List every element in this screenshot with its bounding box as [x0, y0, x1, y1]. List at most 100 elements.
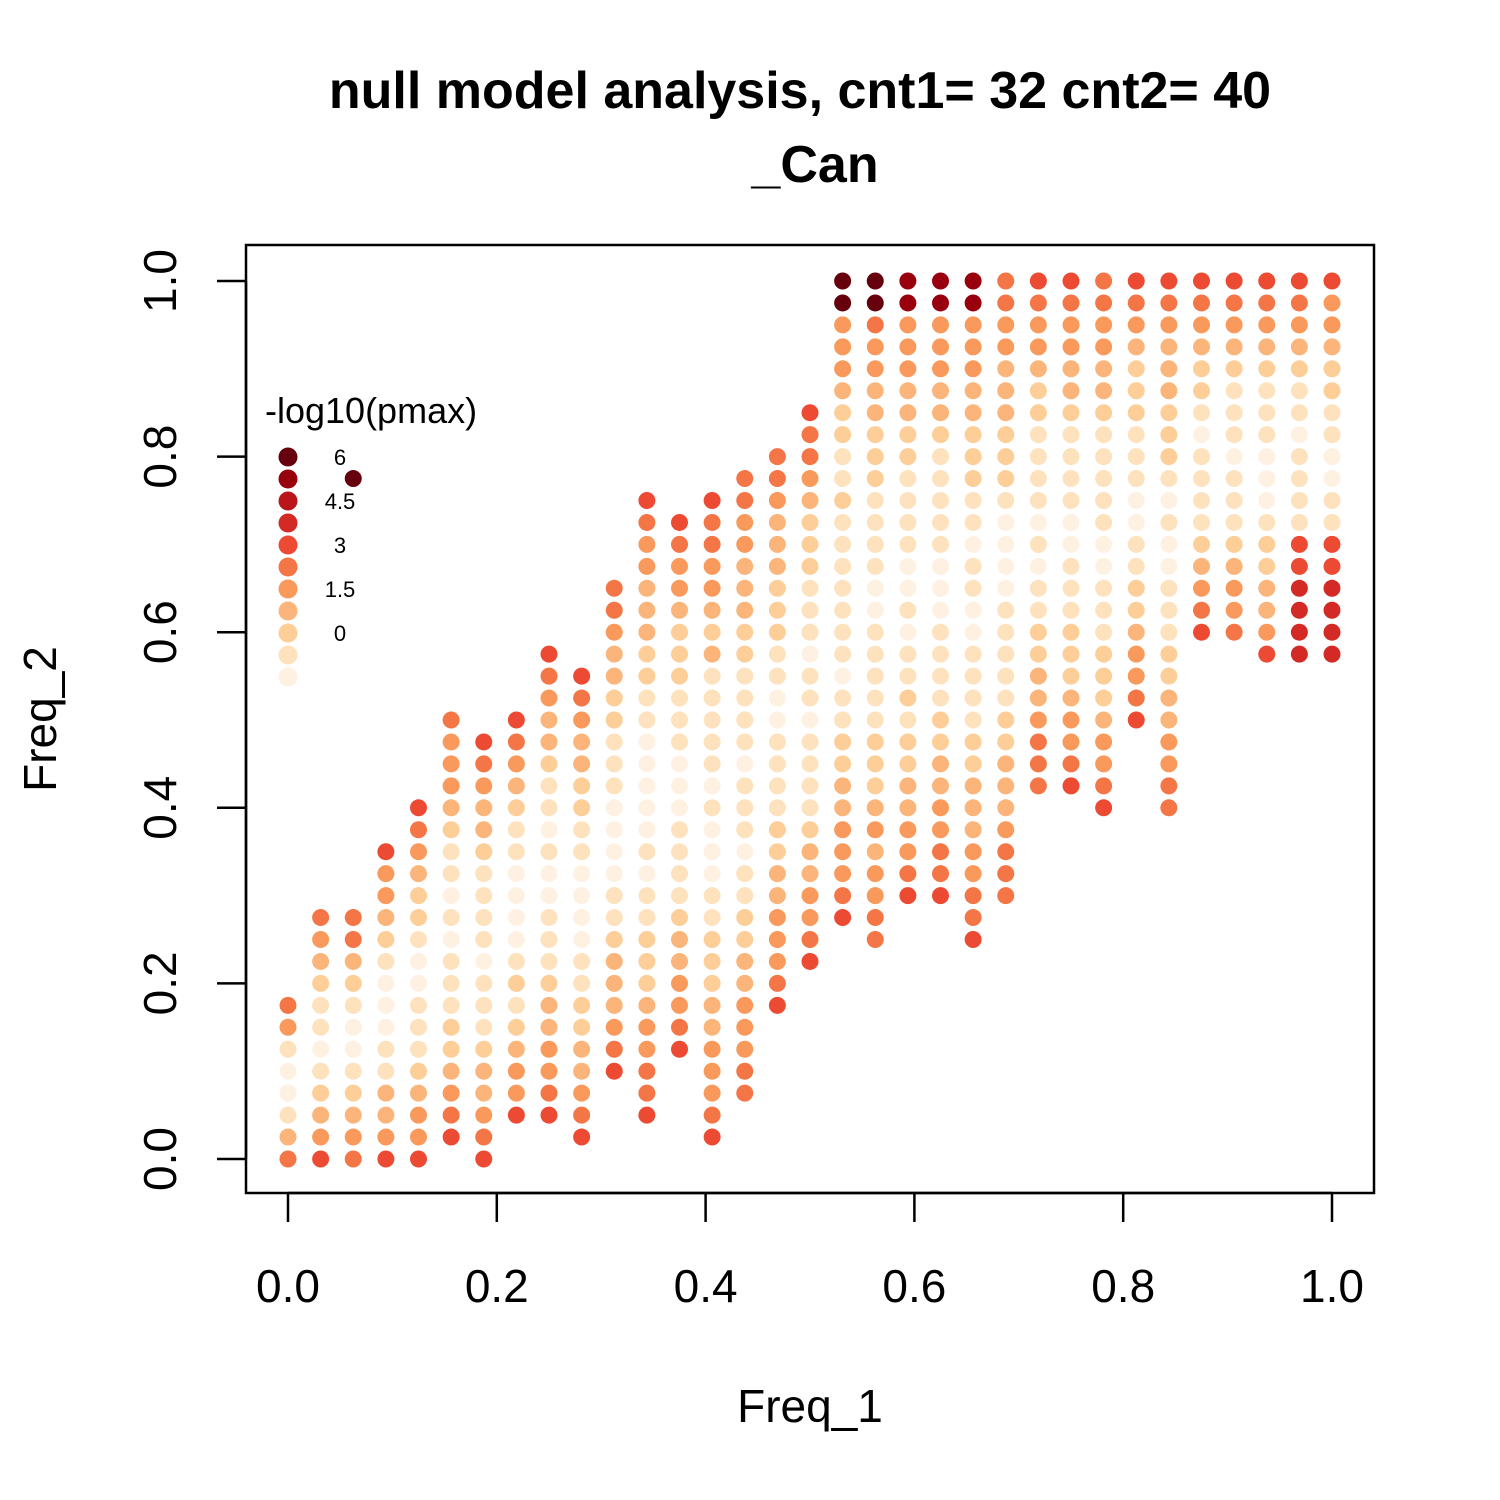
data-point — [964, 755, 982, 773]
data-point — [442, 1128, 460, 1146]
data-point — [1258, 579, 1276, 597]
data-point — [1127, 382, 1145, 400]
data-point — [1127, 404, 1145, 422]
y-tick-label: 0.6 — [134, 600, 186, 664]
data-point — [1193, 404, 1210, 422]
data-point — [1062, 404, 1080, 422]
data-point — [1127, 711, 1145, 729]
data-point — [703, 513, 721, 531]
data-point — [507, 733, 525, 751]
data-point — [1323, 404, 1341, 422]
data-point — [1290, 535, 1308, 553]
y-axis-title: Freq_2 — [14, 646, 66, 792]
data-point — [1258, 513, 1276, 531]
data-point — [1095, 316, 1113, 334]
data-point — [573, 1040, 591, 1058]
data-point — [736, 557, 754, 575]
data-point — [573, 667, 591, 685]
data-point — [1062, 623, 1080, 641]
data-point — [442, 843, 460, 861]
data-point — [1062, 755, 1080, 773]
data-point — [1193, 272, 1210, 290]
data-point — [1029, 316, 1047, 334]
data-point — [638, 557, 656, 575]
data-point — [736, 601, 754, 619]
data-point — [1062, 338, 1080, 356]
data-point — [801, 931, 819, 948]
data-point — [605, 931, 623, 948]
data-point — [866, 316, 884, 334]
data-point — [703, 931, 721, 948]
data-point — [507, 755, 525, 773]
data-point — [964, 667, 982, 685]
data-point — [834, 360, 852, 378]
data-point — [507, 1018, 525, 1036]
data-point — [899, 294, 917, 312]
data-point — [768, 733, 786, 751]
data-point — [1160, 711, 1178, 729]
data-point — [638, 1062, 656, 1080]
data-point — [605, 1018, 623, 1036]
data-point — [964, 404, 982, 422]
data-point — [964, 316, 982, 334]
data-point — [866, 492, 884, 509]
data-point — [1258, 404, 1276, 422]
data-point — [312, 1128, 330, 1146]
data-point — [442, 974, 460, 992]
x-axis-title: Freq_1 — [737, 1380, 883, 1432]
data-point — [997, 689, 1015, 707]
data-point — [1323, 513, 1341, 531]
data-point — [964, 689, 982, 707]
data-point — [1323, 382, 1341, 400]
data-point — [475, 1106, 493, 1124]
data-point — [1095, 294, 1113, 312]
data-point — [1095, 360, 1113, 378]
data-point — [801, 909, 819, 927]
data-point — [540, 1084, 558, 1102]
data-point — [866, 733, 884, 751]
data-point — [932, 777, 949, 795]
data-point — [801, 711, 819, 729]
data-point — [964, 843, 982, 861]
data-point — [671, 931, 688, 948]
data-point — [442, 821, 460, 839]
data-point — [1160, 382, 1178, 400]
data-point — [1290, 645, 1308, 663]
data-point — [671, 974, 688, 992]
data-point — [540, 1062, 558, 1080]
data-point — [866, 448, 884, 466]
data-point — [834, 689, 852, 707]
data-point — [899, 338, 917, 356]
data-point — [1225, 535, 1243, 553]
y-tick-label: 0.4 — [134, 776, 186, 840]
data-point — [1258, 623, 1276, 641]
data-point — [997, 557, 1015, 575]
data-point — [964, 470, 982, 488]
data-point — [1160, 579, 1178, 597]
data-point — [964, 623, 982, 641]
data-point — [442, 887, 460, 905]
data-point — [768, 579, 786, 597]
data-point — [997, 426, 1015, 444]
data-point — [801, 492, 819, 509]
data-point — [768, 711, 786, 729]
data-point — [997, 579, 1015, 597]
data-point — [475, 1062, 493, 1080]
data-point — [1095, 382, 1113, 400]
data-point — [671, 711, 688, 729]
data-point — [1193, 535, 1210, 553]
data-point — [410, 843, 427, 861]
data-point — [997, 711, 1015, 729]
data-point — [540, 733, 558, 751]
data-point — [540, 777, 558, 795]
data-point — [866, 513, 884, 531]
data-point — [964, 579, 982, 597]
data-point — [1095, 799, 1113, 817]
data-point — [997, 821, 1015, 839]
data-point — [1258, 294, 1276, 312]
data-point — [507, 1040, 525, 1058]
data-point — [736, 470, 754, 488]
legend-swatch — [278, 667, 298, 687]
data-point — [1127, 338, 1145, 356]
data-point — [964, 557, 982, 575]
